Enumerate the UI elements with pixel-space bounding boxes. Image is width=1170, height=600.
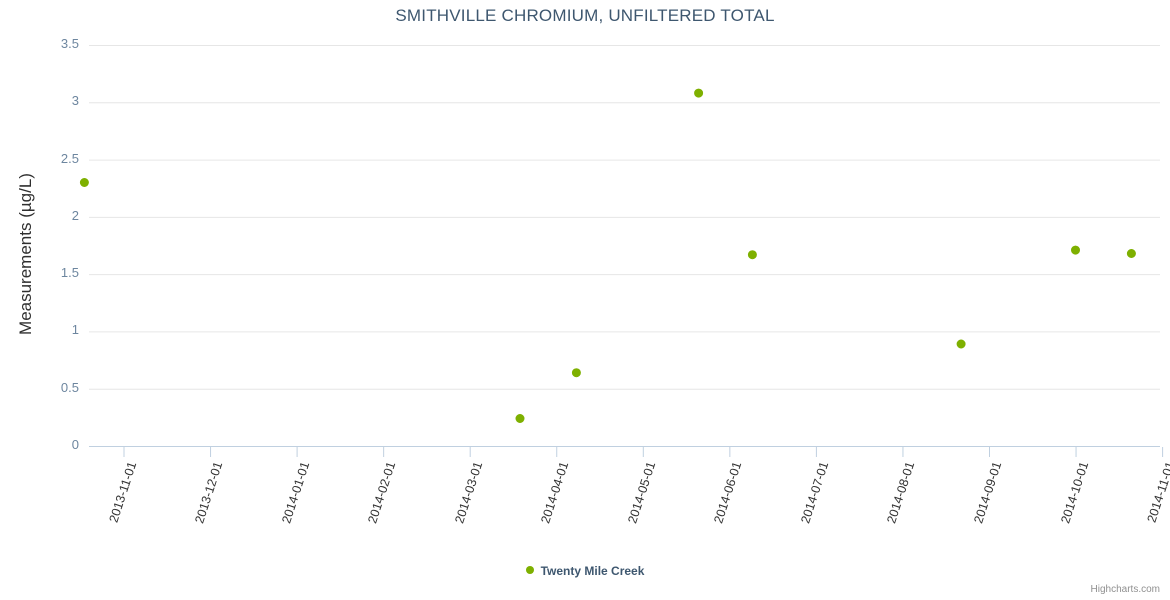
y-axis-title: Measurements (µg/L) xyxy=(16,173,35,335)
data-point[interactable] xyxy=(571,368,581,378)
y-axis-tick-label: 3.5 xyxy=(60,36,79,51)
data-point[interactable] xyxy=(956,339,966,349)
data-point[interactable] xyxy=(747,250,757,260)
y-axis-tick-label: 0 xyxy=(71,437,79,452)
chart-title: SMITHVILLE CHROMIUM, UNFILTERED TOTAL xyxy=(395,6,775,25)
data-point[interactable] xyxy=(1126,249,1136,259)
data-point[interactable] xyxy=(694,88,704,98)
legend-marker-icon xyxy=(525,565,534,574)
y-axis-tick-label: 2 xyxy=(71,207,79,223)
legend-item-twenty-mile-creek[interactable]: Twenty Mile Creek xyxy=(525,563,645,578)
legend-item-label: Twenty Mile Creek xyxy=(540,563,645,578)
y-axis-tick-label: 3 xyxy=(71,93,79,109)
credits-link[interactable]: Highcharts.com xyxy=(1090,584,1160,595)
data-point[interactable] xyxy=(79,178,89,188)
data-point[interactable] xyxy=(1071,245,1081,255)
gridlines xyxy=(89,45,1160,447)
y-axis-tick-label: 0.5 xyxy=(60,379,79,395)
y-axis-tick-label: 1.5 xyxy=(60,265,79,281)
x-axis-tick-marks xyxy=(123,447,1164,457)
data-point[interactable] xyxy=(515,413,525,423)
chart-legend: Twenty Mile Creek xyxy=(0,563,1170,578)
y-axis-tick-label: 2.5 xyxy=(60,150,79,166)
y-axis-tick-label: 1 xyxy=(71,322,79,338)
data-point-markers[interactable] xyxy=(79,88,1170,423)
